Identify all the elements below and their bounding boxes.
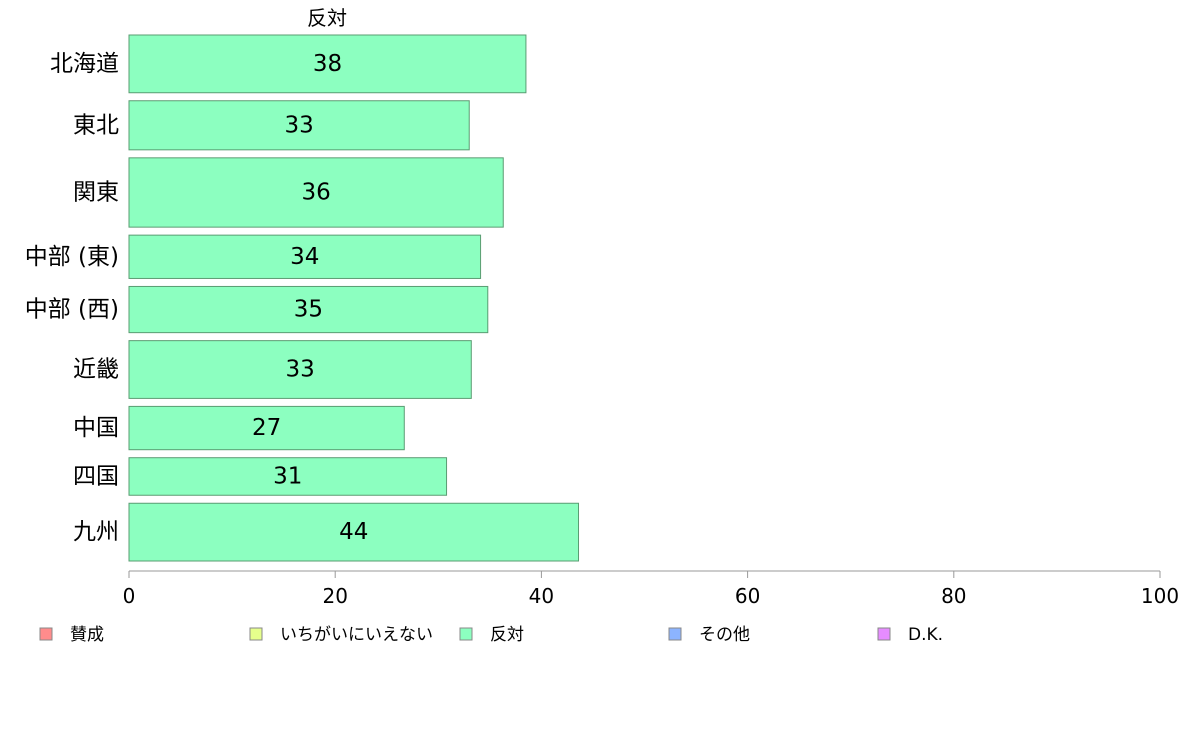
bar bbox=[128, 100, 470, 151]
bar bbox=[128, 285, 489, 334]
bar-value-label: 44 bbox=[339, 519, 368, 545]
category-label: 九州 bbox=[73, 519, 119, 545]
category-label: 北海道 bbox=[50, 51, 119, 77]
bar-value-label: 33 bbox=[286, 357, 315, 383]
bar-value-label: 31 bbox=[273, 463, 302, 489]
legend-label: その他 bbox=[699, 625, 750, 645]
x-tick-label: 100 bbox=[1141, 584, 1179, 608]
x-axis: 0 20 40 60 80 100 bbox=[123, 570, 1179, 608]
bar-value-label: 36 bbox=[301, 179, 330, 205]
category-label: 中部 (西) bbox=[25, 297, 119, 323]
bar bbox=[128, 234, 482, 279]
legend: 賛成 いちがいにいえない 反対 その他 D.K. bbox=[39, 625, 943, 645]
bar bbox=[128, 34, 527, 94]
legend-label: 賛成 bbox=[70, 625, 104, 645]
bar-value-label: 34 bbox=[290, 244, 319, 270]
category-label: 中国 bbox=[73, 415, 119, 441]
bar-value-label: 35 bbox=[294, 297, 323, 323]
bar bbox=[128, 502, 580, 562]
category-label: 関東 bbox=[73, 179, 119, 205]
category-label: 近畿 bbox=[73, 357, 119, 383]
legend-swatch bbox=[39, 627, 53, 641]
legend-swatch bbox=[459, 627, 473, 641]
category-label: 四国 bbox=[73, 463, 119, 489]
legend-swatch bbox=[249, 627, 263, 641]
x-tick-label: 40 bbox=[529, 584, 554, 608]
bar bbox=[128, 457, 448, 496]
legend-swatch bbox=[668, 627, 682, 641]
bar-value-label: 27 bbox=[252, 415, 281, 441]
x-tick-label: 80 bbox=[941, 584, 966, 608]
bar-value-label: 38 bbox=[313, 51, 342, 77]
legend-swatch bbox=[877, 627, 891, 641]
bar bbox=[128, 340, 472, 399]
bar bbox=[128, 405, 405, 451]
legend-label: D.K. bbox=[908, 625, 943, 645]
x-tick-label: 60 bbox=[735, 584, 760, 608]
bar bbox=[128, 157, 504, 228]
legend-label: いちがいにいえない bbox=[280, 625, 433, 645]
bars-group: 38 北海道 33 東北 36 関東 34 中部 (東) 35 中部 (西) 33 近畿 27 中国 31 四… bbox=[25, 34, 580, 562]
bar-value-label: 33 bbox=[284, 112, 313, 138]
chart-title: 反対 bbox=[307, 6, 347, 30]
x-tick-label: 20 bbox=[322, 584, 347, 608]
x-tick-label: 0 bbox=[123, 584, 136, 608]
category-label: 東北 bbox=[73, 112, 119, 138]
legend-label: 反対 bbox=[490, 625, 524, 645]
category-label: 中部 (東) bbox=[25, 244, 119, 270]
